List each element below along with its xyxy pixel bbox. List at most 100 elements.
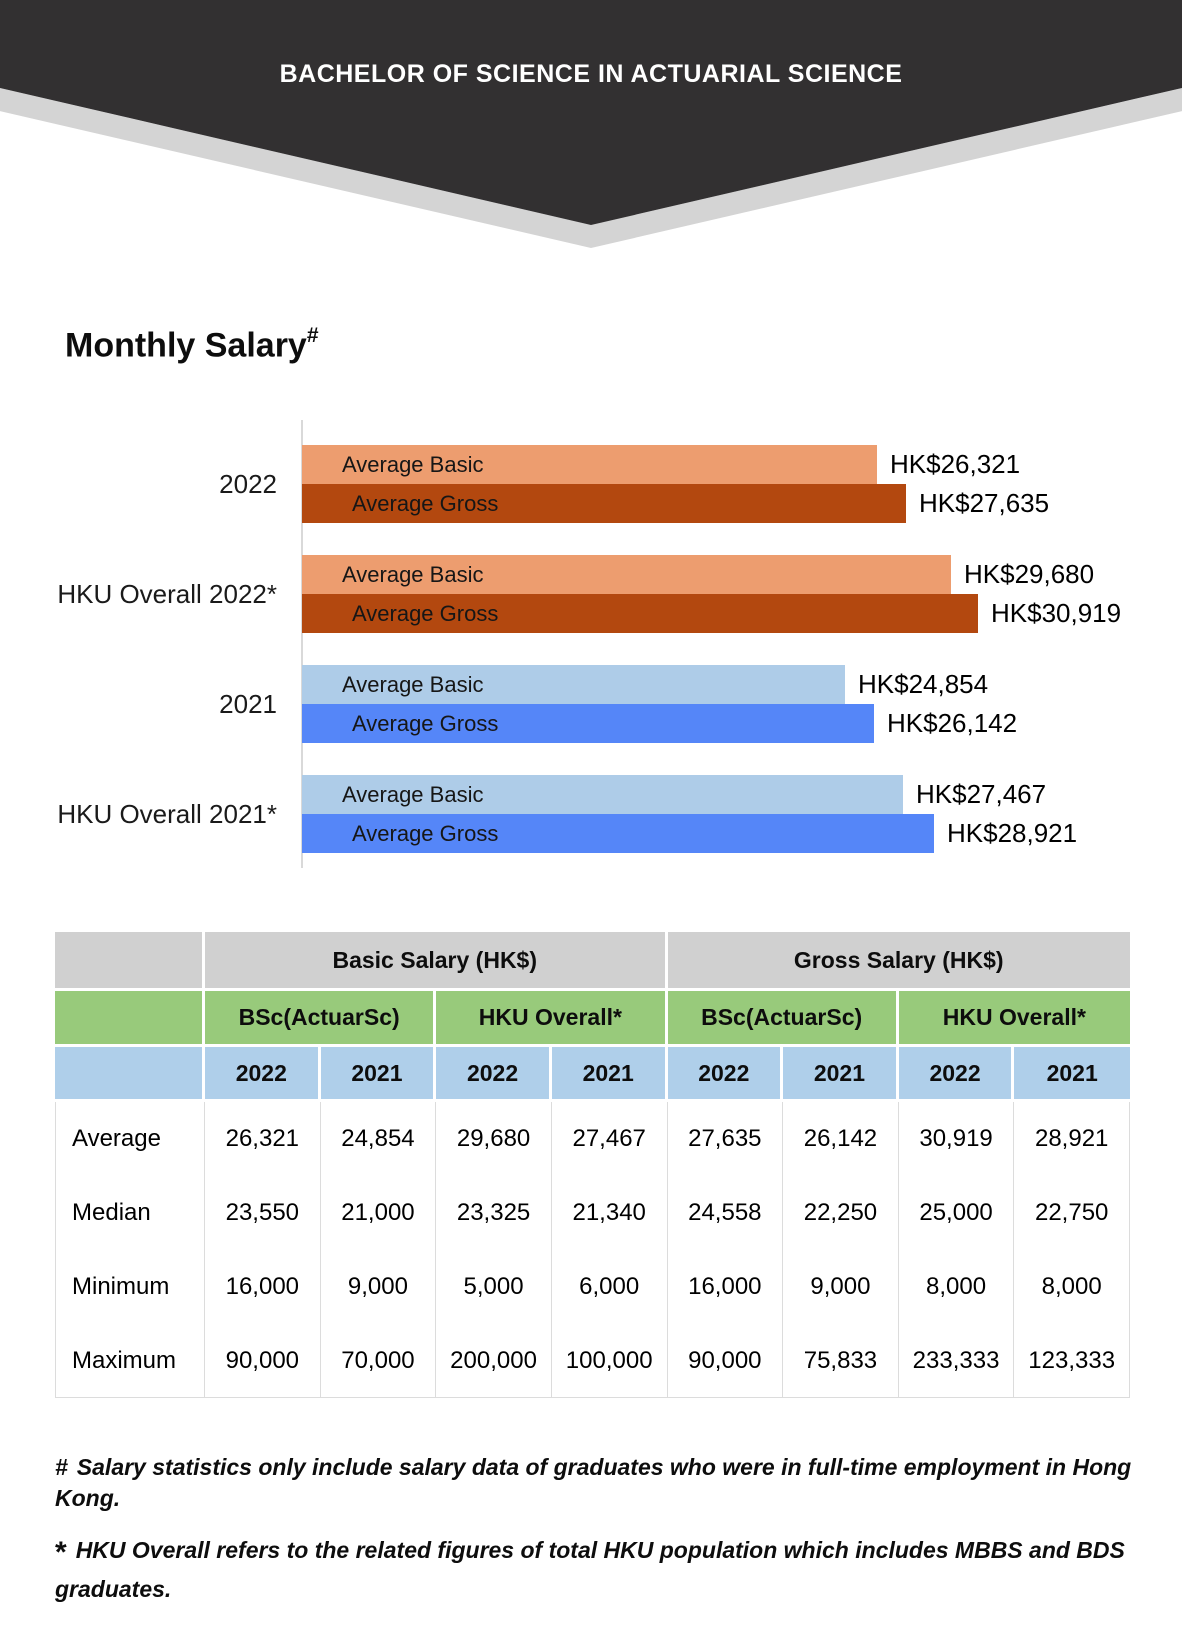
table-cell: 23,325: [436, 1176, 552, 1250]
bar-2021-average-basic: Average Basic: [302, 665, 845, 704]
bar-label: Average Gross: [352, 820, 499, 846]
table-cell: 23,550: [205, 1176, 321, 1250]
group-header-gross: Gross Salary (HK$): [667, 932, 1130, 991]
bar-hku-2022-average-basic: Average Basic: [302, 555, 951, 594]
footnote-salary-statistics: # Salary statistics only include salary d…: [55, 1452, 1135, 1514]
subgroup-header: BSc(ActuarSc): [205, 991, 437, 1047]
table-cell: 21,000: [320, 1176, 437, 1250]
footnote-hku-overall: * HKU Overall refers to the related figur…: [55, 1533, 1135, 1605]
table-row-group-header: Basic Salary (HK$) Gross Salary (HK$): [55, 932, 1130, 991]
table-cell: 100,000: [551, 1324, 668, 1398]
table-row-maximum: Maximum 90,000 70,000 200,000 100,000 90…: [55, 1324, 1130, 1398]
year-header: 2021: [783, 1047, 899, 1102]
table-cell: 75,833: [783, 1324, 899, 1398]
asterisk-symbol: *: [55, 1536, 67, 1570]
bar-label: Average Gross: [352, 490, 499, 516]
table-cell: 5,000: [436, 1250, 552, 1324]
subgroup-header: BSc(ActuarSc): [667, 991, 899, 1047]
year-header: 2022: [205, 1047, 321, 1102]
category-label: HKU Overall 2022*: [57, 578, 277, 609]
table-cell: 90,000: [205, 1324, 321, 1398]
bar-value-label: HK$26,142: [887, 708, 1018, 738]
bar-hku-2021-average-basic: Average Basic: [302, 775, 903, 814]
chart-group-hku-overall-2022: HKU Overall 2022* Average Basic HK$29,68…: [0, 555, 1182, 633]
corner-cell: [55, 991, 205, 1047]
row-label: Average: [55, 1102, 205, 1176]
table-cell: 30,919: [898, 1102, 1015, 1176]
table-cell: 26,142: [783, 1102, 899, 1176]
category-label: 2022: [219, 468, 277, 499]
table-cell: 24,854: [320, 1102, 437, 1176]
bar-label: Average Gross: [352, 600, 499, 626]
table-cell: 123,333: [1014, 1324, 1130, 1398]
salary-statistics-table: Basic Salary (HK$) Gross Salary (HK$) BS…: [55, 932, 1130, 1398]
table-cell: 21,340: [551, 1176, 668, 1250]
section-heading: Monthly Salary#: [65, 324, 319, 365]
bar-value-label: HK$27,635: [919, 488, 1050, 518]
category-label: HKU Overall 2021*: [57, 798, 277, 829]
bar-2022-average-gross: Average Gross: [302, 484, 906, 523]
bar-hku-2022-average-gross: Average Gross: [302, 594, 978, 633]
bar-2021-average-gross: Average Gross: [302, 704, 874, 743]
bar-value-label: HK$26,321: [890, 449, 1021, 479]
table-cell: 28,921: [1014, 1102, 1130, 1176]
chart-group-2022: 2022 Average Basic HK$26,321 Average Gro…: [0, 445, 1182, 523]
page-title: BACHELOR OF SCIENCE IN ACTUARIAL SCIENCE: [279, 60, 903, 88]
table-cell: 233,333: [898, 1324, 1015, 1398]
table-cell: 27,467: [551, 1102, 668, 1176]
table-cell: 22,750: [1014, 1176, 1130, 1250]
bar-value-label: HK$28,921: [947, 818, 1078, 848]
bar-label: Average Basic: [342, 671, 484, 697]
table-cell: 9,000: [783, 1250, 899, 1324]
salary-bar-chart: 2022 Average Basic HK$26,321 Average Gro…: [0, 420, 1182, 868]
bar-hku-2021-average-gross: Average Gross: [302, 814, 934, 853]
bar-2022-average-basic: Average Basic: [302, 445, 877, 484]
table-row-median: Median 23,550 21,000 23,325 21,340 24,55…: [55, 1176, 1130, 1250]
table-cell: 25,000: [898, 1176, 1015, 1250]
section-heading-superscript: #: [306, 324, 319, 347]
subgroup-header: HKU Overall*: [898, 991, 1130, 1047]
bar-label: Average Basic: [342, 781, 484, 807]
corner-cell: [55, 932, 205, 991]
year-header: 2021: [320, 1047, 437, 1102]
table-cell: 24,558: [667, 1176, 784, 1250]
table-cell: 8,000: [1014, 1250, 1130, 1324]
table-cell: 16,000: [205, 1250, 321, 1324]
row-label: Median: [55, 1176, 205, 1250]
bar-value-label: HK$27,467: [916, 779, 1047, 809]
table-row-subgroup-header: BSc(ActuarSc) HKU Overall* BSc(ActuarSc)…: [55, 991, 1130, 1047]
row-label: Minimum: [55, 1250, 205, 1324]
table-cell: 29,680: [436, 1102, 552, 1176]
year-header: 2022: [898, 1047, 1015, 1102]
year-header: 2021: [551, 1047, 668, 1102]
chart-group-hku-overall-2021: HKU Overall 2021* Average Basic HK$27,46…: [0, 775, 1182, 853]
footnote-text: HKU Overall refers to the related figure…: [55, 1537, 1125, 1602]
year-header: 2021: [1014, 1047, 1130, 1102]
hash-symbol: #: [55, 1454, 68, 1480]
table-cell: 8,000: [898, 1250, 1015, 1324]
table-cell: 26,321: [205, 1102, 321, 1176]
table-cell: 200,000: [436, 1324, 552, 1398]
table-cell: 22,250: [783, 1176, 899, 1250]
table-cell: 9,000: [320, 1250, 437, 1324]
table-cell: 27,635: [667, 1102, 784, 1176]
bar-value-label: HK$24,854: [858, 669, 989, 699]
section-heading-text: Monthly Salary: [65, 326, 307, 365]
chart-axis-line: [301, 420, 303, 868]
bar-label: Average Basic: [342, 561, 484, 587]
table-cell: 16,000: [667, 1250, 784, 1324]
footnotes: # Salary statistics only include salary d…: [55, 1452, 1135, 1624]
category-label: 2021: [219, 688, 277, 719]
footnote-text: Salary statistics only include salary da…: [55, 1454, 1132, 1512]
row-label: Maximum: [55, 1324, 205, 1398]
group-header-basic: Basic Salary (HK$): [205, 932, 668, 991]
bar-label: Average Basic: [342, 451, 484, 477]
table-row-minimum: Minimum 16,000 9,000 5,000 6,000 16,000 …: [55, 1250, 1130, 1324]
bar-label: Average Gross: [352, 710, 499, 736]
corner-cell: [55, 1047, 205, 1102]
table-cell: 90,000: [667, 1324, 784, 1398]
subgroup-header: HKU Overall*: [436, 991, 668, 1047]
banner-chevron: [0, 0, 1182, 225]
bar-value-label: HK$30,919: [991, 598, 1122, 628]
table-cell: 70,000: [320, 1324, 437, 1398]
